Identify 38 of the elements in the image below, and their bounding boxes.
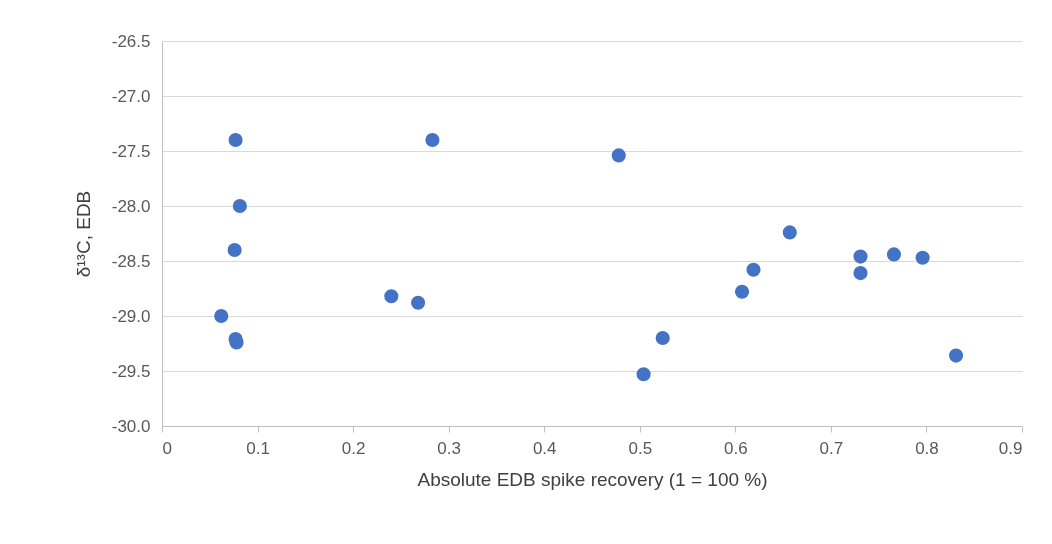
point	[655, 330, 670, 346]
y-tick-label: -27.0	[111, 86, 151, 106]
y-tick-label: -26.5	[111, 31, 151, 51]
point	[886, 247, 902, 262]
point	[782, 225, 797, 240]
point	[915, 250, 930, 265]
point	[232, 198, 247, 214]
point	[384, 289, 399, 304]
x-tick-label: 0.4	[532, 438, 557, 458]
y-axis-title: δ¹³C, EDB	[72, 190, 94, 278]
y-tick-label: -29.0	[111, 306, 151, 326]
y-tick-label: -30.0	[111, 416, 151, 436]
point	[214, 308, 229, 324]
point	[228, 132, 243, 148]
x-tick-label: 0.6	[724, 438, 748, 458]
x-tick-label: 0.7	[819, 438, 844, 458]
x-tick-label: 0.5	[628, 438, 653, 458]
point	[611, 148, 626, 163]
x-tick-label: 0.3	[437, 438, 461, 458]
y-tick-label: -28.0	[111, 196, 151, 216]
x-tick-label: 0	[162, 438, 172, 458]
point	[411, 295, 426, 310]
x-tick-label: 0.8	[915, 438, 939, 458]
point	[853, 249, 868, 264]
point	[949, 348, 964, 363]
point	[853, 266, 868, 281]
x-tick-label: 0.1	[246, 438, 270, 458]
point	[746, 262, 761, 277]
point	[227, 242, 242, 258]
point	[425, 132, 440, 148]
y-tick-label: -29.5	[111, 361, 151, 381]
y-tick-label: -27.5	[111, 141, 151, 161]
point	[636, 367, 651, 382]
y-tick-label: -28.5	[111, 251, 151, 271]
x-tick-label: 0.9	[998, 438, 1023, 458]
x-axis-title: Absolute EDB spike recovery (1 = 100 %)	[417, 468, 768, 490]
x-tick-label: 0.2	[341, 438, 366, 458]
point	[734, 284, 750, 299]
